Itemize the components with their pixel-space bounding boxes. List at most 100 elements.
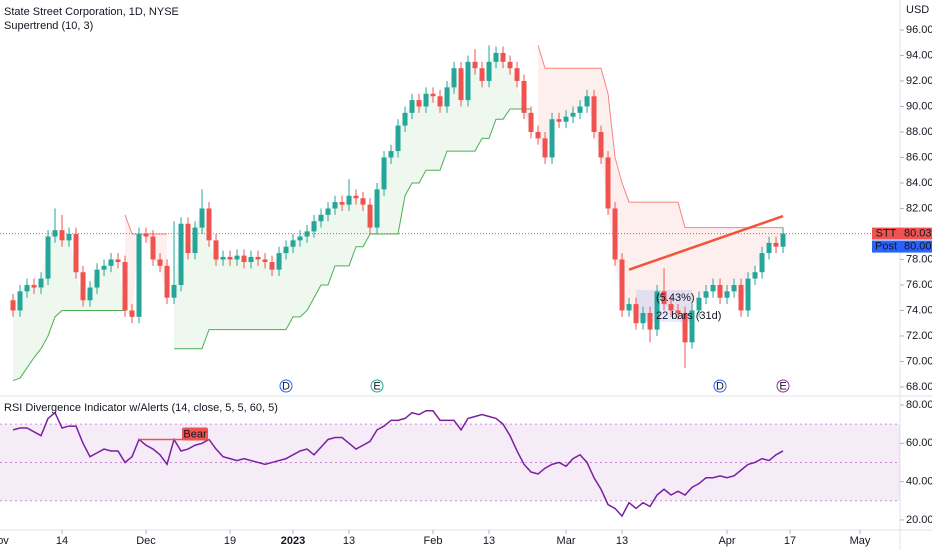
x-tick-label: May bbox=[850, 535, 871, 547]
candle-body bbox=[115, 259, 121, 263]
candle-body bbox=[10, 300, 16, 311]
price-tag bbox=[872, 227, 900, 240]
measure-label: (5.43%) bbox=[656, 292, 695, 304]
x-tick-label: 2023 bbox=[281, 535, 305, 547]
candle-body bbox=[591, 96, 597, 132]
x-tick-label: 17 bbox=[784, 535, 796, 547]
candle-body bbox=[164, 265, 170, 298]
candle-body bbox=[157, 259, 163, 266]
candle-body bbox=[136, 233, 142, 317]
candle-body bbox=[451, 68, 457, 88]
candle-body bbox=[696, 297, 702, 311]
candle-body bbox=[108, 259, 114, 266]
candle-body bbox=[304, 231, 310, 237]
candle-body bbox=[395, 125, 401, 152]
candle-body bbox=[556, 119, 562, 122]
x-tick-label: 14 bbox=[56, 535, 68, 547]
x-tick-label: Feb bbox=[424, 535, 443, 547]
price-tag-name: Post bbox=[875, 240, 897, 252]
price-tag bbox=[900, 227, 932, 240]
candle-body bbox=[45, 236, 51, 279]
x-tick-label: Mar bbox=[557, 535, 576, 547]
y-tick-label: 60.00 bbox=[906, 437, 932, 449]
candle-body bbox=[444, 87, 450, 107]
candle-body bbox=[738, 284, 744, 311]
candle-body bbox=[493, 52, 499, 62]
candle-body bbox=[73, 233, 79, 273]
candle-body bbox=[269, 262, 275, 270]
candle-body bbox=[24, 284, 30, 292]
candle-body bbox=[388, 151, 394, 158]
candle-body bbox=[472, 61, 478, 69]
candle-body bbox=[276, 253, 282, 270]
candle-body bbox=[549, 119, 555, 158]
candle-body bbox=[234, 255, 240, 260]
candle-body bbox=[227, 256, 233, 260]
candle-body bbox=[199, 208, 205, 228]
candle-body bbox=[241, 255, 247, 263]
candle-body bbox=[290, 240, 296, 247]
candle-body bbox=[206, 208, 212, 241]
candle-body bbox=[87, 287, 93, 301]
candle-body bbox=[647, 313, 653, 330]
x-tick-label: Apr bbox=[718, 535, 735, 547]
candle-body bbox=[577, 106, 583, 113]
candle-body bbox=[311, 221, 317, 232]
candle-body bbox=[332, 202, 338, 209]
supertrend-line bbox=[174, 108, 532, 350]
candle-body bbox=[59, 230, 65, 241]
candle-body bbox=[255, 256, 261, 260]
candle-body bbox=[458, 68, 464, 101]
candle-body bbox=[689, 310, 695, 343]
trend-fill bbox=[174, 52, 532, 349]
chart-title: State Street Corporation, 1D, NYSE bbox=[4, 6, 179, 18]
candle-body bbox=[724, 291, 730, 298]
candle-body bbox=[500, 52, 506, 62]
candle-body bbox=[248, 256, 254, 263]
supertrend-line bbox=[537, 45, 784, 229]
divergence-line bbox=[628, 214, 784, 271]
candle-body bbox=[262, 259, 268, 263]
candle-body bbox=[38, 278, 44, 288]
candle-body bbox=[675, 310, 681, 314]
price-tag bbox=[872, 240, 900, 253]
candle-body bbox=[514, 68, 520, 81]
candle-body bbox=[661, 291, 667, 305]
candle-body bbox=[283, 246, 289, 254]
candle-body bbox=[325, 208, 331, 215]
y-tick-label: 84.00 bbox=[906, 177, 932, 189]
candle-body bbox=[507, 61, 513, 69]
price-tag-value: 80.03 bbox=[904, 227, 932, 239]
candle-body bbox=[94, 269, 100, 288]
rsi-title: RSI Divergence Indicator w/Alerts (14, c… bbox=[4, 402, 278, 414]
x-tick-label: Nov bbox=[0, 535, 9, 547]
candle-body bbox=[668, 304, 674, 311]
candle-body bbox=[759, 253, 765, 273]
price-tag-name: STT bbox=[876, 227, 897, 239]
y-tick-label: 92.00 bbox=[906, 75, 932, 87]
candle-body bbox=[465, 61, 471, 101]
candle-body bbox=[129, 310, 135, 317]
indicator-title: Supertrend (10, 3) bbox=[4, 20, 93, 32]
candle-body bbox=[626, 304, 632, 311]
y-tick-label: 94.00 bbox=[906, 49, 932, 61]
currency-label: USD bbox=[906, 4, 929, 16]
candle-body bbox=[339, 202, 345, 205]
plot: 68.00 70.00 72.00 74.00 76.00 78.00 82.00 84.00… bbox=[0, 24, 932, 547]
event-marker bbox=[713, 379, 727, 393]
event-label: D bbox=[282, 380, 290, 392]
y-tick-label: 76.00 bbox=[906, 279, 932, 291]
candle-body bbox=[605, 157, 611, 209]
bear-label: Bear bbox=[183, 428, 207, 440]
candle-body bbox=[416, 100, 422, 107]
y-tick-label: 72.00 bbox=[906, 330, 932, 342]
candle-body bbox=[409, 100, 415, 113]
x-tick-label: 13 bbox=[616, 535, 628, 547]
y-tick-label: 68.00 bbox=[906, 381, 932, 393]
candle-body bbox=[122, 262, 128, 311]
y-tick-label: 78.00 bbox=[906, 253, 932, 265]
candle-body bbox=[542, 138, 548, 158]
candle-body bbox=[570, 112, 576, 117]
candle-body bbox=[640, 313, 646, 324]
price-tag-value: 80.00 bbox=[904, 240, 932, 252]
